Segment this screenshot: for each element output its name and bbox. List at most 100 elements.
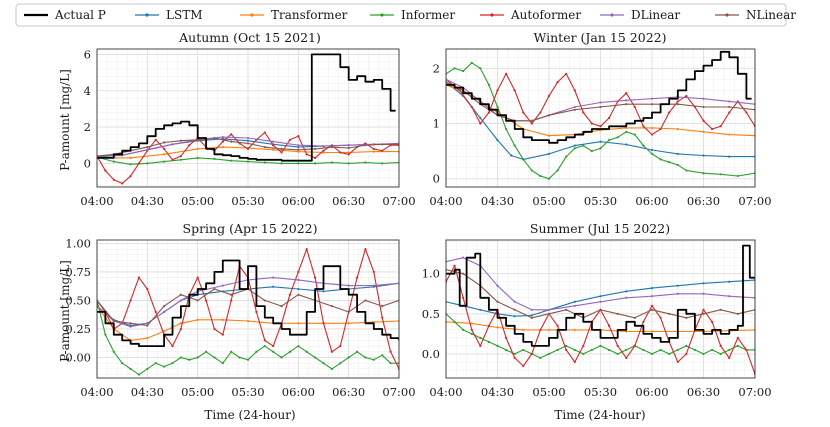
data-point xyxy=(129,175,132,178)
data-point xyxy=(314,276,317,279)
data-point xyxy=(513,144,516,147)
y-tick-label: 2 xyxy=(84,120,91,134)
data-point xyxy=(458,89,461,92)
data-point xyxy=(565,155,568,158)
data-point xyxy=(146,322,149,325)
data-point xyxy=(676,348,679,352)
data-point xyxy=(238,356,241,359)
data-point xyxy=(246,319,250,323)
data-point xyxy=(230,350,233,353)
data-point xyxy=(204,350,208,353)
data-point xyxy=(556,348,559,352)
y-tick-labels: 0 2 4 6 xyxy=(84,47,91,170)
data-point xyxy=(530,314,533,317)
data-point xyxy=(121,362,124,365)
data-point xyxy=(297,270,300,274)
data-point xyxy=(213,136,216,140)
data-point xyxy=(650,152,654,155)
data-point xyxy=(163,141,166,144)
data-point xyxy=(556,169,559,172)
data-point xyxy=(322,322,325,325)
series-line-transformer xyxy=(97,146,399,159)
data-point xyxy=(633,316,636,319)
data-point xyxy=(364,248,367,251)
x-tick-label: 05:30 xyxy=(584,194,617,208)
data-point xyxy=(685,169,688,172)
data-point xyxy=(625,348,628,352)
x-tick-labels: 04:00 04:30 05:00 05:30 06:00 06:30 07:00 xyxy=(429,194,771,208)
y-tick-label: 0.25 xyxy=(65,322,91,336)
x-tick-label: 04:00 xyxy=(80,194,113,208)
x-tick-label: 05:00 xyxy=(532,385,565,399)
x-tick-label: 07:00 xyxy=(738,194,771,208)
data-point xyxy=(625,296,628,299)
data-point xyxy=(650,148,654,152)
data-point xyxy=(633,133,636,136)
data-point xyxy=(676,284,679,287)
data-point xyxy=(297,293,300,296)
data-point xyxy=(280,356,283,359)
data-point xyxy=(668,161,671,164)
data-point xyxy=(479,336,482,339)
x-tick-label: 04:00 xyxy=(429,194,462,208)
x-tick-labels: 04:00 04:30 05:00 05:30 06:00 06:30 07:00 xyxy=(80,194,415,208)
x-tick-labels: 04:00 04:30 05:00 05:30 06:00 06:30 07:00 xyxy=(80,385,415,399)
data-point xyxy=(179,158,182,161)
legend-marker xyxy=(610,13,614,17)
x-tick-label: 06:30 xyxy=(332,385,365,399)
data-point xyxy=(179,299,182,302)
data-point xyxy=(453,264,456,267)
data-point xyxy=(381,305,384,308)
data-point xyxy=(112,160,115,163)
data-point xyxy=(513,308,516,311)
data-point xyxy=(221,318,224,321)
data-point xyxy=(146,287,149,291)
data-point xyxy=(246,136,250,140)
data-point xyxy=(272,140,275,143)
data-point xyxy=(582,352,585,356)
data-point xyxy=(230,159,233,162)
data-point xyxy=(381,316,384,319)
data-point xyxy=(129,156,132,160)
x-tick-label: 05:00 xyxy=(181,194,214,208)
data-point xyxy=(330,367,333,370)
data-point xyxy=(230,299,233,302)
data-point xyxy=(539,174,542,178)
data-point xyxy=(573,105,576,109)
panel-title: Spring (Apr 15 2022) xyxy=(183,221,318,236)
data-point xyxy=(263,161,266,164)
x-axis-label: Time (24-hour) xyxy=(554,408,645,422)
data-point xyxy=(470,61,473,64)
data-point xyxy=(607,324,611,327)
data-point xyxy=(702,308,705,311)
data-point xyxy=(129,367,132,370)
data-point xyxy=(146,367,149,370)
data-point xyxy=(642,144,645,147)
panel-summer: Summer (Jul 15 2022) 0.0 0.5 1.0 04:00 04:30… xyxy=(422,221,772,422)
data-point xyxy=(462,272,465,275)
y-tick-label: 6 xyxy=(84,47,91,61)
data-point xyxy=(479,67,482,70)
data-point xyxy=(702,172,705,175)
legend-label: Informer xyxy=(401,8,455,22)
data-point xyxy=(288,293,292,296)
data-point xyxy=(121,182,124,185)
legend-label: LSTM xyxy=(166,8,202,22)
data-point xyxy=(676,292,679,295)
data-point xyxy=(479,116,482,120)
data-point xyxy=(702,312,705,315)
data-point xyxy=(547,328,551,331)
data-point xyxy=(288,138,292,141)
series-line-actual-p xyxy=(446,50,752,144)
data-point xyxy=(347,162,350,165)
data-point xyxy=(479,122,482,125)
data-point xyxy=(372,358,375,361)
data-point xyxy=(297,344,300,348)
data-point xyxy=(171,362,174,365)
data-point xyxy=(154,138,157,141)
data-point xyxy=(462,296,465,299)
data-point xyxy=(305,153,308,156)
data-point xyxy=(314,356,317,359)
data-point xyxy=(154,362,157,365)
data-point xyxy=(263,339,266,342)
